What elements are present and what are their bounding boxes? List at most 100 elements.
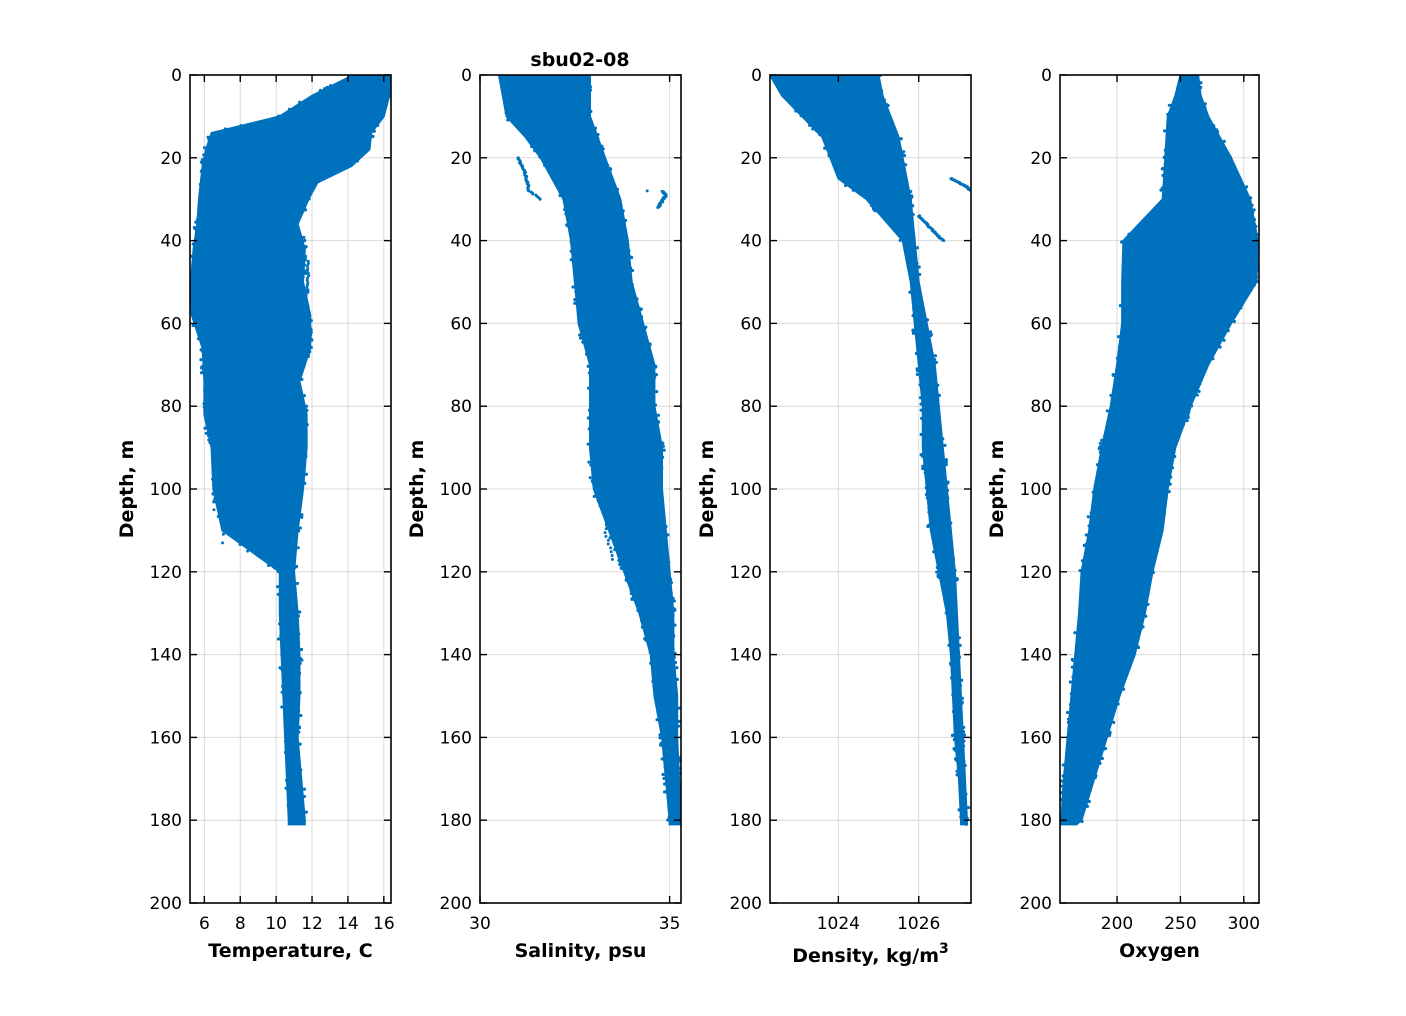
- temperature-data-point: [261, 243, 265, 247]
- oxygen-data-point: [1232, 303, 1236, 307]
- density-data-point: [918, 396, 923, 400]
- temperature-data-point: [207, 438, 211, 442]
- salinity-data-point: [609, 508, 613, 512]
- temperature-data-point: [199, 169, 203, 173]
- density-data-point: [950, 648, 954, 652]
- salinity-x-tick-label: 35: [659, 914, 681, 934]
- density-data-point: [960, 732, 964, 736]
- oxygen-y-tick-label: 200: [1020, 894, 1052, 914]
- oxygen-data-point: [1248, 266, 1252, 270]
- density-data-point: [908, 198, 912, 202]
- temperature-data-point: [298, 691, 302, 695]
- temperature-data-point: [297, 234, 301, 238]
- temperature-data-point: [193, 226, 197, 230]
- oxygen-panel: 0 20 40 60 80 100 120 140 160 180 200 200 250 300 Oxyg…: [986, 66, 1260, 962]
- temperature-data-point: [305, 264, 309, 268]
- density-data-point: [947, 516, 951, 520]
- oxygen-data-point: [1222, 139, 1226, 143]
- oxygen-data-point: [1188, 401, 1192, 405]
- density-data-point: [951, 679, 955, 683]
- salinity-data-point: [624, 349, 628, 353]
- salinity-y-tick-label: 160: [440, 728, 472, 748]
- density-data-point: [962, 759, 966, 764]
- density-data-point: [954, 734, 958, 738]
- oxygen-data-point: [1162, 155, 1166, 160]
- oxygen-data-point: [1216, 137, 1221, 141]
- salinity-data-point: [608, 172, 612, 176]
- oxygen-data-point: [1218, 345, 1222, 349]
- density-data-point: [927, 506, 931, 511]
- temperature-data-point: [232, 395, 236, 399]
- density-y-tick-label: 160: [730, 728, 762, 748]
- density-data-point: [934, 360, 938, 365]
- salinity-data-point: [605, 435, 609, 439]
- density-y-tick-label: 140: [730, 646, 762, 666]
- oxygen-data-point: [1147, 213, 1151, 218]
- oxygen-data-point: [1165, 133, 1169, 137]
- temperature-data-point: [376, 123, 380, 127]
- density-data-point: [826, 146, 830, 151]
- salinity-data-point: [681, 808, 684, 811]
- temperature-data-point: [203, 388, 207, 392]
- density-data-point: [924, 460, 929, 464]
- temperature-data-point: [247, 384, 251, 387]
- temperature-data-point: [202, 405, 206, 409]
- density-data-point: [962, 744, 966, 748]
- oxygen-y-tick-label: 60: [1030, 314, 1052, 334]
- density-data-point: [941, 462, 945, 466]
- temperature-data-point: [226, 206, 230, 210]
- salinity-data-point: [543, 163, 547, 167]
- density-data-point: [920, 312, 925, 316]
- temperature-data-point: [291, 570, 295, 574]
- salinity-data-point: [607, 446, 611, 450]
- oxygen-data-point: [1067, 717, 1071, 721]
- temperature-data-point: [202, 153, 206, 157]
- oxygen-data-point: [1144, 614, 1148, 618]
- temperature-data-point: [380, 114, 384, 118]
- oxygen-data-point: [1114, 386, 1118, 390]
- salinity-data-point: [597, 495, 601, 500]
- oxygen-data-point: [1112, 458, 1116, 462]
- temperature-data-point: [286, 803, 290, 808]
- salinity-data-point: [674, 700, 679, 704]
- oxygen-data-point: [1094, 479, 1098, 483]
- salinity-data-point: [673, 683, 677, 687]
- oxygen-data-point: [1091, 500, 1096, 504]
- temperature-data-point: [250, 508, 254, 512]
- temperature-data-point: [211, 477, 215, 481]
- density-data-point: [955, 577, 959, 581]
- density-data-point: [960, 766, 964, 771]
- oxygen-data-point: [1122, 687, 1126, 691]
- oxygen-data-point: [1069, 702, 1073, 706]
- temperature-data-point: [307, 316, 311, 320]
- oxygen-data-point: [1110, 712, 1114, 717]
- density-data-point: [911, 313, 915, 318]
- density-data-point: [957, 672, 961, 676]
- oxygen-data-point: [1088, 784, 1092, 788]
- oxygen-profile-cloud: [1060, 75, 1259, 826]
- density-data-point: [851, 188, 855, 192]
- temperature-data-point: [276, 592, 280, 596]
- temperature-data-point: [234, 386, 238, 390]
- salinity-data-point: [616, 193, 620, 197]
- salinity-data-points: [497, 75, 684, 826]
- salinity-data-point: [640, 320, 644, 324]
- temperature-data-point: [199, 358, 203, 362]
- temperature-data-point: [284, 313, 288, 317]
- density-data-point: [964, 822, 968, 826]
- oxygen-data-point: [1103, 735, 1107, 739]
- oxygen-data-point: [1103, 513, 1107, 517]
- temperature-data-point: [285, 746, 290, 750]
- temperature-data-point: [213, 433, 217, 437]
- density-data-point: [955, 769, 959, 773]
- temperature-data-point: [214, 368, 218, 372]
- oxygen-data-point: [1168, 113, 1172, 117]
- density-data-point: [923, 471, 927, 475]
- salinity-data-point: [662, 532, 666, 537]
- temperature-data-point: [250, 417, 254, 421]
- temperature-data-point: [234, 369, 238, 373]
- oxygen-data-point: [1089, 511, 1093, 515]
- temperature-data-point: [297, 726, 302, 730]
- oxygen-data-point: [1088, 607, 1092, 611]
- salinity-y-tick-label: 0: [461, 66, 472, 86]
